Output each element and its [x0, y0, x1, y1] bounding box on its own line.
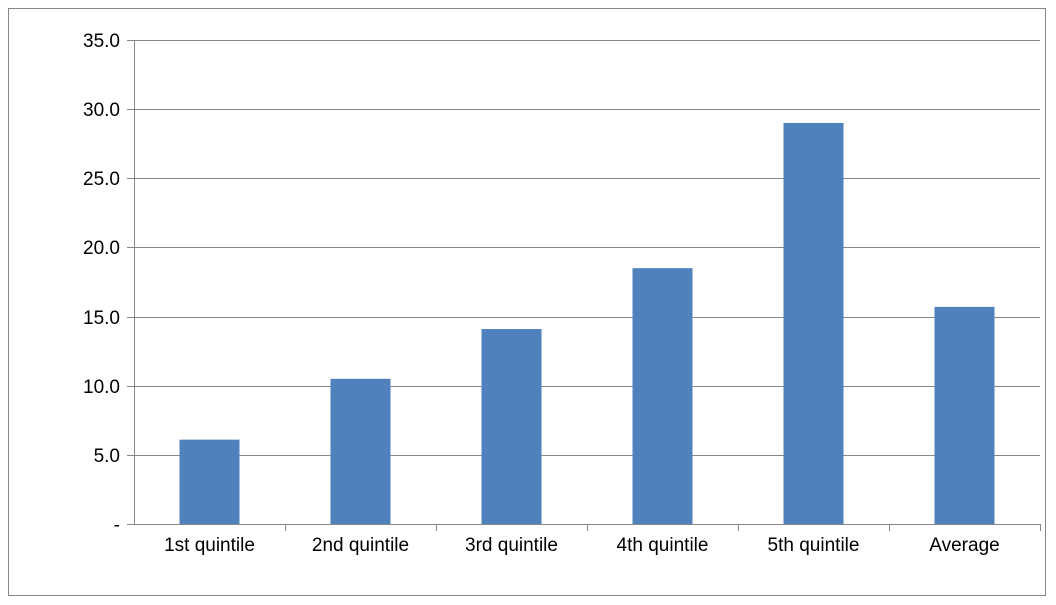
bar-2nd-quintile: [331, 379, 391, 524]
x-tick-label: 1st quintile: [164, 535, 255, 556]
x-tick-label: Average: [929, 535, 999, 556]
axes: [127, 40, 1041, 531]
x-tick-label: 2nd quintile: [312, 535, 409, 556]
y-tick-label: 10.0: [83, 377, 120, 398]
bar-4th-quintile: [633, 268, 693, 524]
y-tick-label: 30.0: [83, 100, 120, 121]
y-tick-label: 20.0: [83, 238, 120, 259]
y-tick-label: 5.0: [94, 446, 120, 467]
y-tick-label: 15.0: [83, 308, 120, 329]
bar-average: [935, 307, 995, 524]
x-tick-label: 3rd quintile: [465, 535, 558, 556]
y-tick-label: 35.0: [83, 31, 120, 52]
bar-3rd-quintile: [482, 329, 542, 524]
x-axis-tick-labels: 1st quintile 2nd quintile 3rd quintile 4th …: [164, 535, 1000, 556]
bars: [180, 123, 995, 524]
bar-5th-quintile: [784, 123, 844, 524]
bar-1st-quintile: [180, 440, 240, 524]
x-tick-label: 5th quintile: [768, 535, 860, 556]
gridlines: [134, 41, 1040, 456]
x-tick-label: 4th quintile: [617, 535, 709, 556]
y-axis-tick-labels: - 5.0 10.0 15.0 20.0 25.0 30.0 35.0: [83, 31, 120, 536]
y-tick-label: 25.0: [83, 169, 120, 190]
y-tick-label: -: [114, 515, 120, 536]
